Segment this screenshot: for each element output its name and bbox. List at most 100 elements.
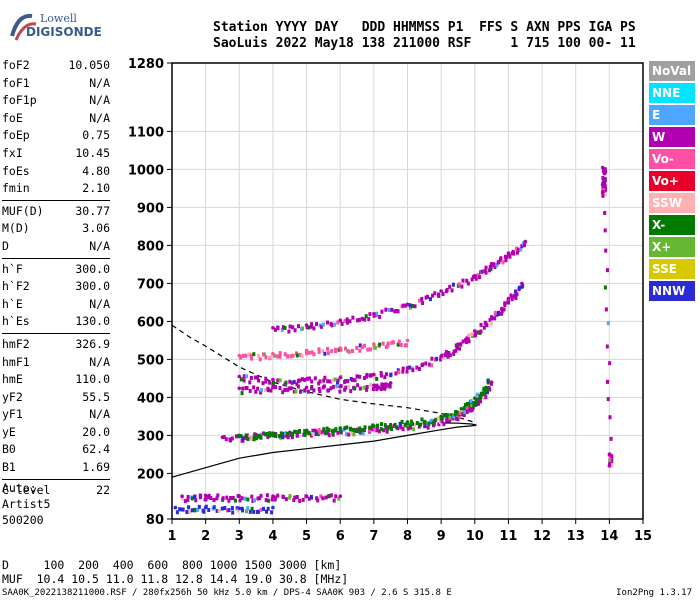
trace-point (203, 493, 208, 498)
param-value: 1.69 (82, 460, 110, 475)
trace-mark (375, 423, 379, 428)
trace-mark (298, 429, 302, 434)
trace-point (304, 429, 309, 433)
trace-mark (235, 506, 239, 511)
trace-mark (233, 498, 237, 503)
trace-mark (254, 389, 258, 394)
trace-mark (347, 384, 351, 389)
trace-mark (608, 415, 612, 420)
param-key: h`E (2, 296, 23, 311)
trace-mark (186, 497, 190, 502)
param-key: M(D) (2, 221, 30, 236)
param-key: hmF1 (2, 354, 30, 369)
trace-mark (520, 244, 524, 249)
trace-mark (395, 308, 399, 313)
x-tick-label: 5 (302, 529, 311, 544)
trace-point (372, 342, 376, 347)
trace-mark (258, 496, 262, 501)
trace-mark (411, 304, 415, 309)
param-row: foF1p N/A (2, 92, 110, 110)
trace-mark (241, 353, 245, 358)
trace-mark (252, 498, 256, 503)
trace-mark (468, 408, 472, 413)
trace-point (271, 385, 275, 390)
param-row: B1 1.69 (2, 459, 110, 477)
y-tick-label: 300 (137, 429, 164, 444)
trace-mark (307, 431, 311, 436)
trace-mark (603, 228, 607, 233)
param-row: MUF(D) 30.77 (2, 203, 110, 221)
trace-mark (606, 379, 610, 384)
trace-mark (440, 419, 444, 424)
trace-mark (604, 307, 608, 312)
trace-mark (246, 437, 250, 442)
trace-mark (351, 348, 355, 353)
trace-mark (270, 497, 274, 502)
trace-mark (265, 493, 269, 498)
param-separator (2, 199, 110, 201)
trace-mark (603, 192, 607, 197)
trace-mark (428, 362, 432, 367)
trace-point (304, 494, 309, 499)
trace-point (237, 506, 242, 511)
trace-mark (259, 432, 263, 437)
trace-mark (256, 496, 260, 501)
trace-mark (441, 355, 445, 360)
param-row: foEs 4.80 (2, 163, 110, 181)
trace-mark (479, 329, 483, 334)
trace-mark (503, 303, 507, 308)
y-tick-label: 1280 (128, 57, 164, 72)
trace-mark (362, 428, 366, 433)
param-row: D N/A (2, 238, 110, 256)
trace-mark (363, 425, 367, 430)
param-key: B0 (2, 442, 16, 457)
trace-mark (368, 425, 372, 430)
trace-mark (255, 436, 259, 441)
trace-mark (356, 318, 360, 323)
trace-mark (343, 346, 347, 351)
trace-mark (259, 388, 263, 393)
trace-mark (332, 498, 336, 503)
trace-mark (312, 388, 316, 393)
trace-mark (452, 349, 456, 354)
trace-mark (493, 310, 497, 315)
x-tick-label: 13 (567, 529, 585, 544)
trace-mark (229, 438, 233, 443)
trace-mark (461, 339, 465, 344)
trace-mark (608, 361, 612, 366)
trace-point (405, 338, 410, 343)
trace-mark (288, 324, 292, 329)
trace-mark (258, 357, 262, 362)
trace-mark (474, 333, 478, 338)
trace-mark (263, 432, 267, 437)
trace-mark (485, 390, 489, 395)
trace-mark (286, 435, 290, 440)
trace-mark (317, 347, 321, 352)
trace-mark (295, 433, 299, 438)
trace-mark (329, 493, 333, 498)
trace-mark (190, 508, 194, 513)
trace-mark (220, 506, 224, 511)
trace-mark (431, 420, 435, 425)
trace-mark (268, 431, 272, 436)
trace-mark (427, 421, 431, 426)
trace-mark (223, 506, 227, 511)
header-values: SaoLuis 2022 May18 138 211000 RSF 1 715 … (213, 36, 636, 51)
trace-mark (358, 343, 362, 348)
trace-mark (604, 248, 608, 253)
trace-mark (516, 247, 520, 252)
y-tick-label: 900 (137, 201, 164, 216)
trace-mark (466, 281, 470, 286)
param-separator (2, 332, 110, 334)
trace-mark (454, 410, 458, 415)
trace-mark (488, 387, 492, 392)
trace-mark (482, 396, 486, 401)
trace-mark (303, 388, 307, 393)
x-tick-label: 9 (437, 529, 446, 544)
trace-mark (273, 497, 277, 502)
trace-mark (468, 402, 472, 407)
trace-point (338, 384, 343, 389)
trace-mark (259, 390, 263, 395)
trace-mark (396, 342, 400, 347)
trace-mark (352, 427, 356, 432)
